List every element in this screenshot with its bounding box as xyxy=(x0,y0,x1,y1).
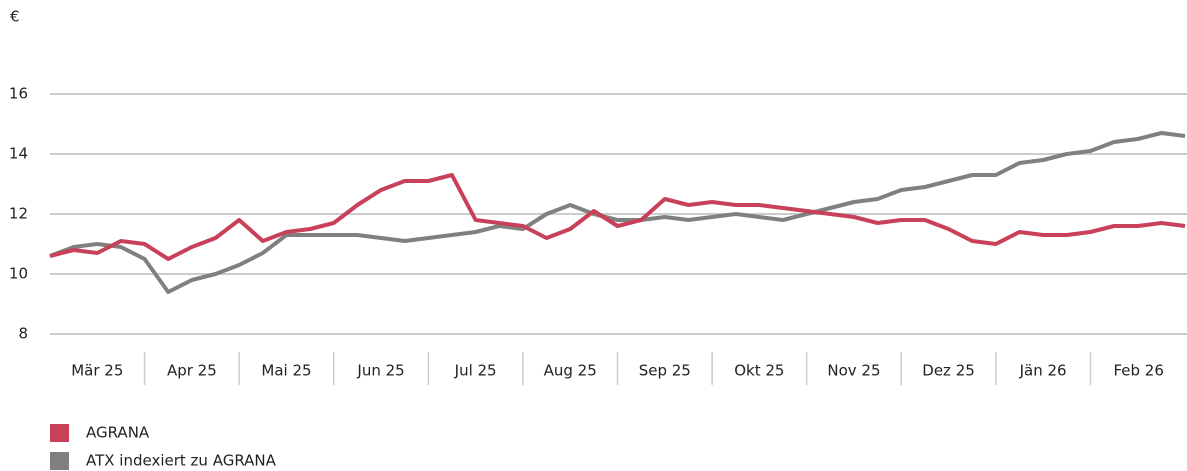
x-tick-label: Aug 25 xyxy=(544,362,597,380)
x-tick-label: Dez 25 xyxy=(922,362,975,380)
legend-swatch xyxy=(50,452,69,470)
x-tick-label: Okt 25 xyxy=(734,362,784,380)
x-tick-label: Jul 25 xyxy=(454,362,497,380)
x-tick-label: Mai 25 xyxy=(261,362,311,380)
x-tick-label: Feb 26 xyxy=(1113,362,1163,380)
x-tick-label: Apr 25 xyxy=(167,362,217,380)
x-tick-label: Jän 26 xyxy=(1019,362,1067,380)
legend-swatch xyxy=(50,424,69,442)
y-tick-label: 8 xyxy=(18,325,28,343)
x-tick-label: Nov 25 xyxy=(827,362,880,380)
series-line xyxy=(49,131,1186,294)
legend-label: ATX indexiert zu AGRANA xyxy=(86,452,277,470)
x-tick-label: Sep 25 xyxy=(639,362,691,380)
y-tick-label: 10 xyxy=(9,265,28,283)
x-tick-label: Jun 25 xyxy=(356,362,404,380)
legend-label: AGRANA xyxy=(86,424,150,442)
series-line xyxy=(49,173,1186,261)
y-tick-label: 12 xyxy=(9,205,28,223)
y-tick-label: 16 xyxy=(9,85,28,103)
y-axis-label: € xyxy=(10,8,20,26)
x-tick-label: Mär 25 xyxy=(71,362,123,380)
y-tick-label: 14 xyxy=(9,145,28,163)
